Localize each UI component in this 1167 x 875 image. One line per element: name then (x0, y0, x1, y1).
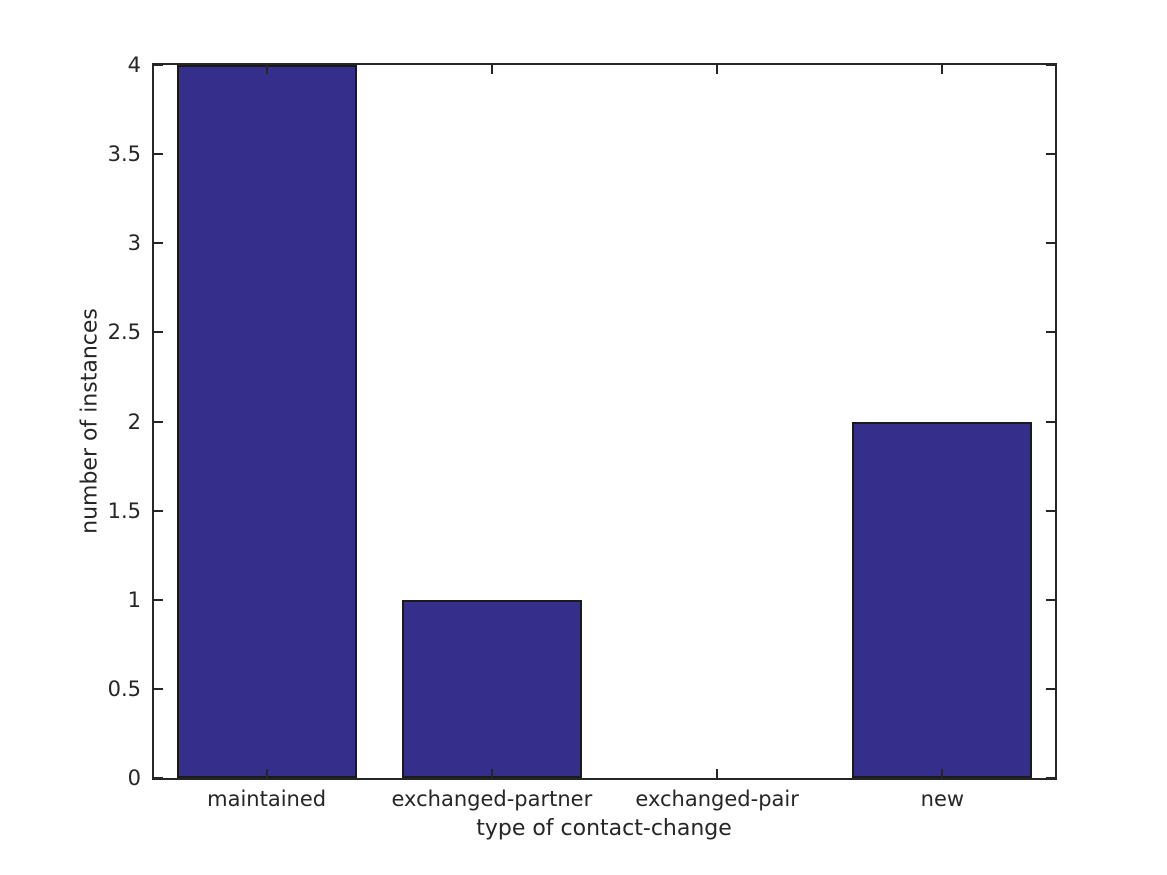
y-tick-left (154, 687, 163, 690)
y-tick-right (1046, 153, 1055, 156)
x-tick-bottom (265, 769, 268, 778)
bar-maintained (176, 65, 357, 778)
x-tick-label-exchanged-pair: exchanged-pair (635, 787, 799, 811)
x-tick-label-new: new (920, 787, 965, 811)
y-tick-left (154, 777, 163, 779)
y-tick-right (1046, 64, 1055, 66)
plot-area (152, 63, 1057, 780)
y-tick-left (154, 420, 163, 423)
y-tick-label: 3 (127, 231, 141, 256)
y-tick-left (154, 598, 163, 601)
y-tick-label: 1.5 (107, 498, 141, 523)
y-tick-left (154, 331, 163, 334)
y-tick-right (1046, 687, 1055, 690)
y-tick-left (154, 509, 163, 512)
y-tick-right (1046, 598, 1055, 601)
y-tick-label: 1 (127, 587, 141, 612)
y-tick-left (154, 64, 163, 66)
y-tick-label: 3.5 (107, 142, 141, 167)
x-tick-top (941, 65, 944, 74)
y-tick-right (1046, 777, 1055, 779)
y-tick-label: 4 (127, 53, 141, 77)
x-tick-bottom (490, 769, 493, 778)
y-tick-right (1046, 331, 1055, 334)
x-tick-bottom (716, 769, 719, 778)
y-tick-label: 0.5 (107, 676, 141, 701)
x-tick-label-exchanged-partner: exchanged-partner (391, 787, 593, 811)
y-tick-label: 2.5 (107, 320, 141, 345)
x-axis-label: type of contact-change (476, 816, 732, 841)
x-tick-label-maintained: maintained (207, 787, 327, 811)
y-tick-left (154, 242, 163, 245)
y-tick-label: 2 (127, 409, 141, 434)
x-tick-bottom (941, 769, 944, 778)
y-tick-right (1046, 242, 1055, 245)
y-tick-right (1046, 509, 1055, 512)
bar-exchanged-partner (401, 599, 582, 778)
y-tick-right (1046, 420, 1055, 423)
x-tick-top (265, 65, 268, 74)
x-tick-top (716, 65, 719, 74)
y-tick-left (154, 153, 163, 156)
y-tick-label: 0 (127, 766, 141, 790)
bar-new (852, 421, 1033, 778)
x-tick-top (490, 65, 493, 74)
